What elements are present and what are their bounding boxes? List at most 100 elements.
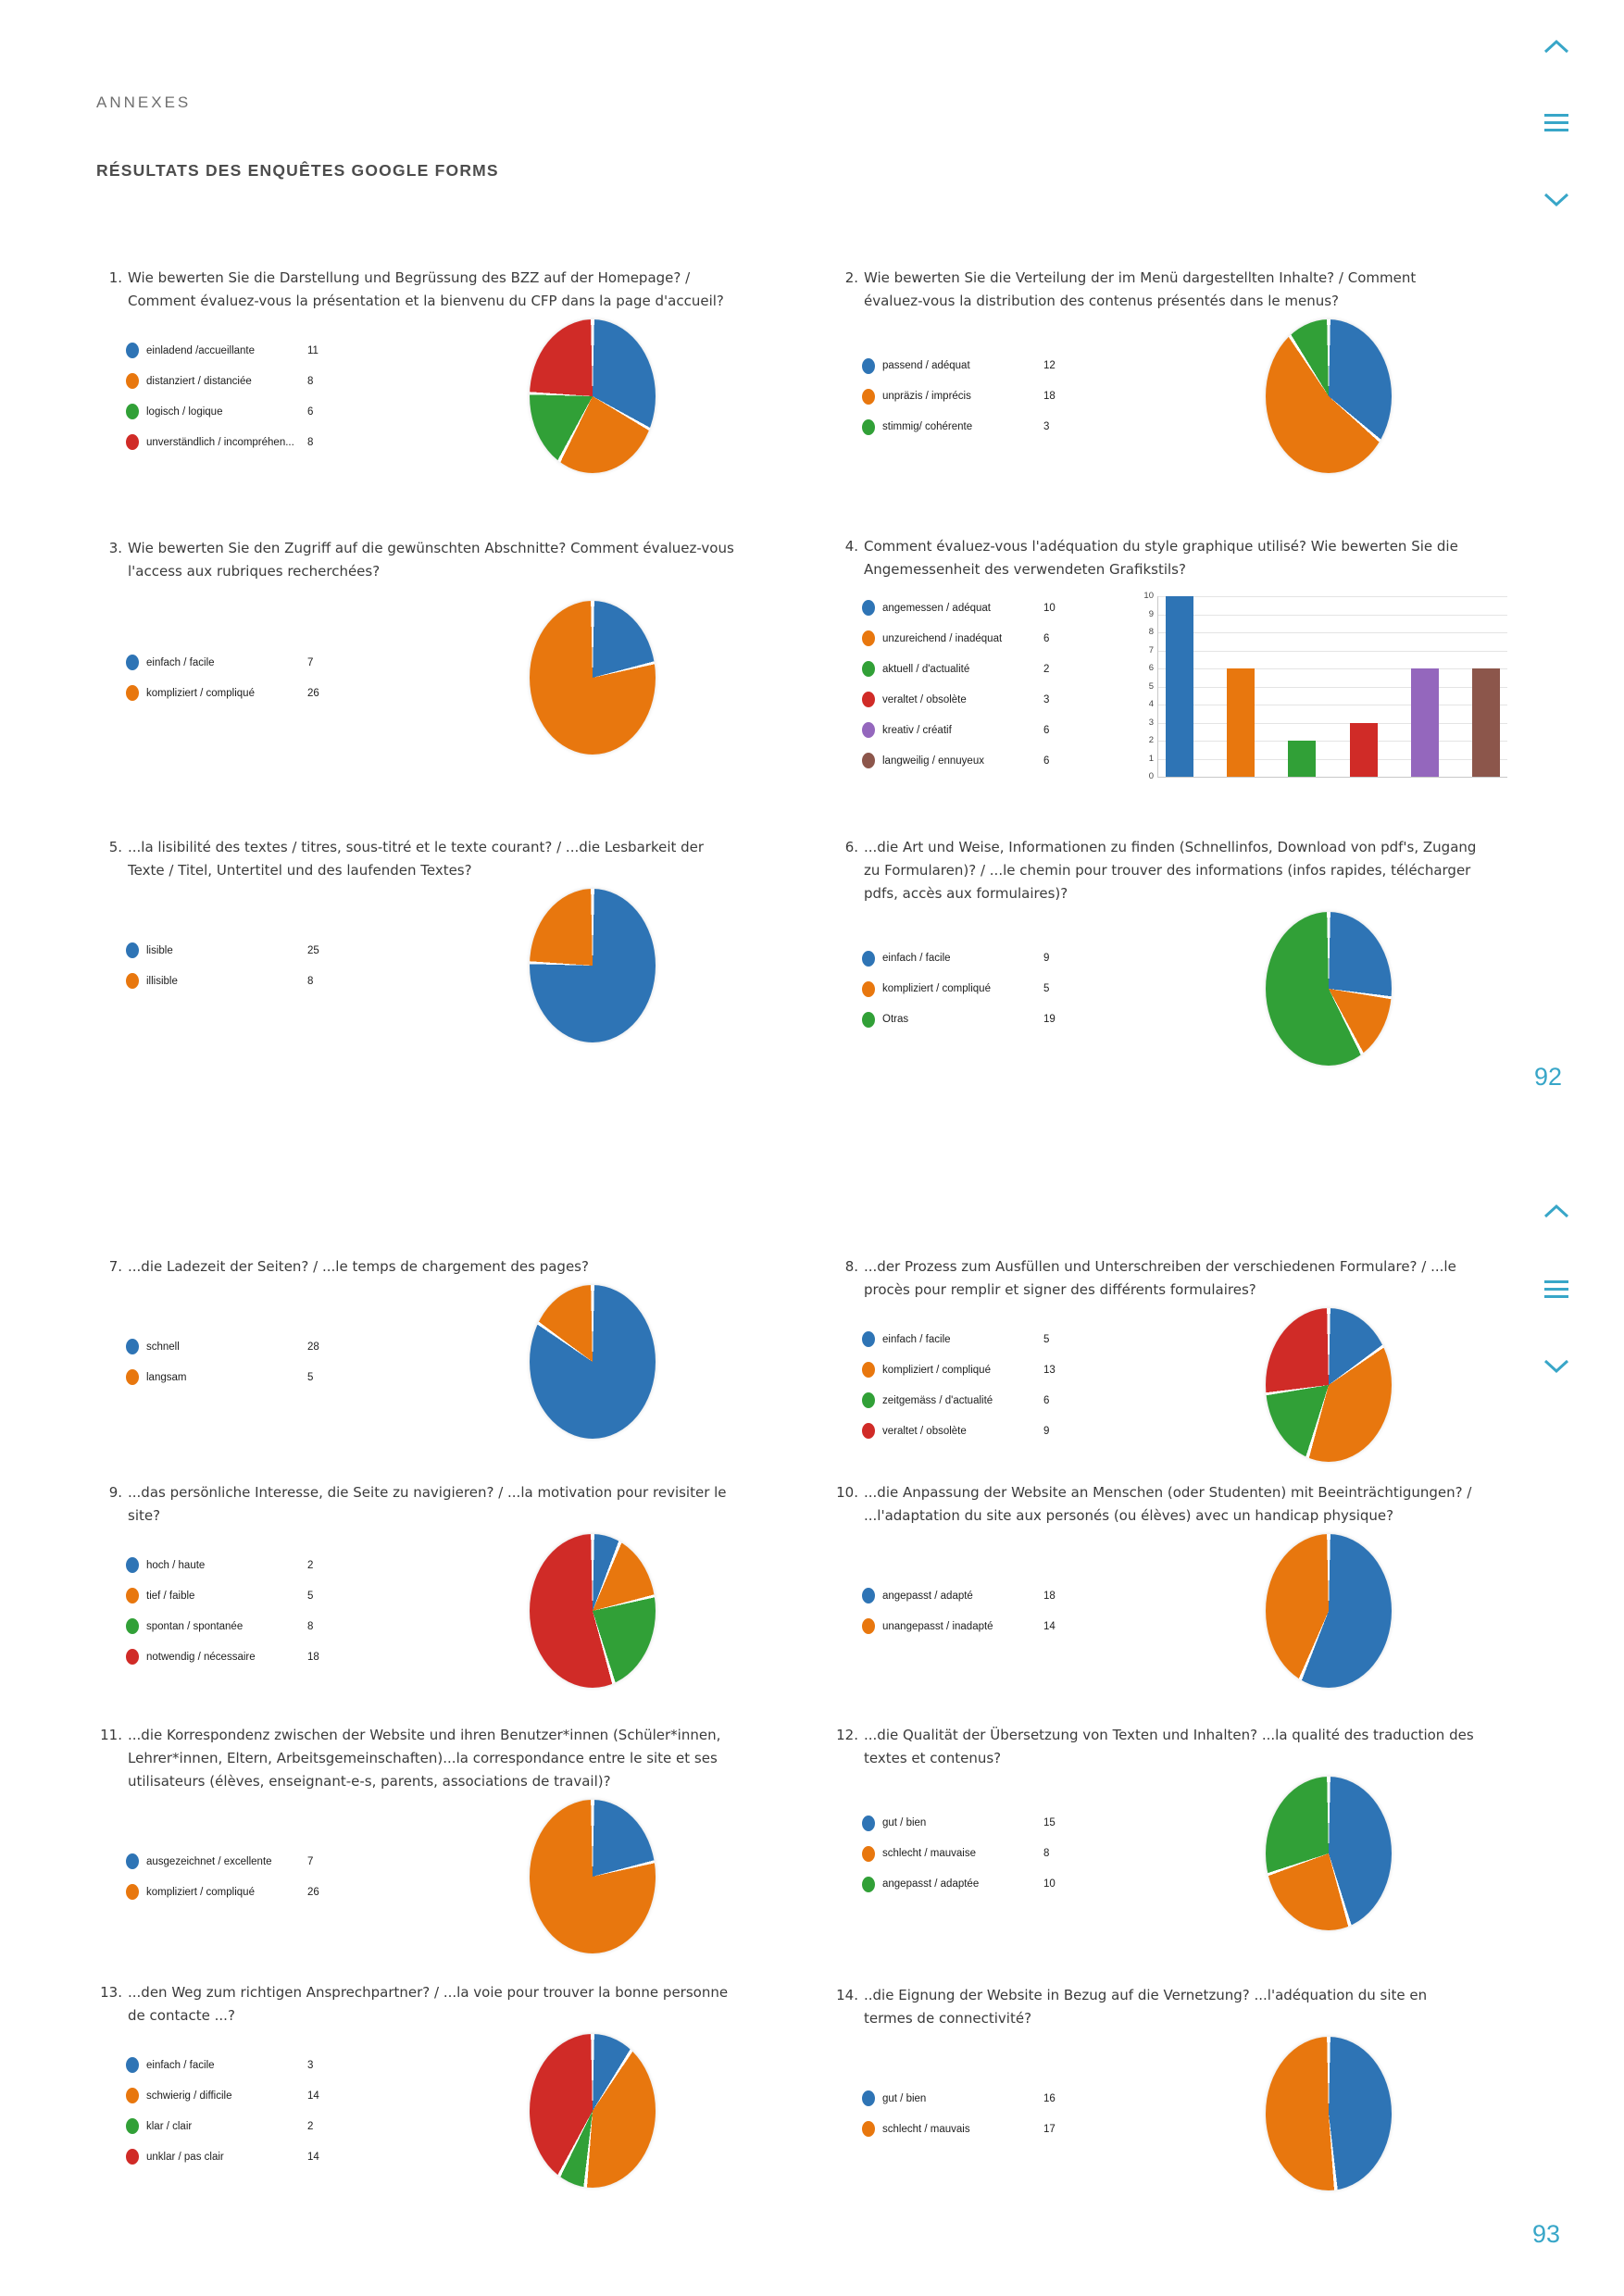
legend-item: langweilig / ennuyeux 6 [862,745,1137,776]
legend-value: 6 [307,406,314,418]
chevron-up-icon[interactable] [1541,1202,1572,1222]
legend-color-dot [862,2090,875,2106]
legend-item: illisible 8 [126,966,468,996]
question-block-14: 14. ..die Eignung der Website in Bezug au… [829,1984,1491,2195]
legend-value: 5 [1043,983,1050,994]
chart-legend: hoch / haute 2 tief / faible 5 spontan / spo… [93,1550,468,1672]
legend-color-dot [126,1649,139,1665]
question-text: Comment évaluez-vous l'adéquation du sty… [864,538,1458,578]
legend-color-dot [126,655,139,670]
legend-label: einladend /accueillante [146,344,256,356]
bar [1349,722,1378,777]
question-block-2: 2. Wie bewerten Sie die Verteilung der im… [829,267,1491,478]
bar [1227,668,1255,777]
pie-chart [1266,912,1392,1066]
gridline [1158,686,1507,688]
question-block-6: 6. ...die Art und Weise, Informationen zu… [829,836,1491,1070]
legend-item: unangepasst / inadapté 14 [862,1611,1204,1641]
pie-chart [1266,319,1392,473]
legend-label: veraltet / obsolète [882,1425,967,1437]
legend-item: aktuell / d'actualité 2 [862,654,1137,684]
question-block-4: 4. Comment évaluez-vous l'adéquation du s… [829,535,1507,785]
legend-color-dot [862,1362,875,1378]
chart-legend: einfach / facile 5 kompliziert / compliqué… [829,1324,1204,1446]
legend-value: 5 [307,1371,314,1383]
legend-label: einfach / facile [882,953,951,964]
y-axis-tick-label: 1 [1148,753,1154,764]
question-text: ...die Korrespondenz zwischen der Websit… [128,1727,721,1790]
legend-value: 14 [307,2151,319,2163]
legend-item: angepasst / adapté 18 [862,1580,1204,1611]
question-block-7: 7. ...die Ladezeit der Seiten? / ...le te… [93,1255,755,1443]
legend-value: 9 [1043,953,1050,964]
y-axis-tick-label: 8 [1148,627,1154,637]
legend-label: unklar / pas clair [146,2151,224,2163]
legend-value: 3 [1043,421,1050,432]
question-text: ...den Weg zum richtigen Ansprechpartner… [128,1984,729,2024]
legend-item: Otras 19 [862,1004,1204,1035]
legend-label: Otras [882,1014,909,1025]
legend-value: 10 [1043,1878,1056,1890]
legend-item: langsam 5 [126,1362,468,1392]
legend-item: kompliziert / compliqué 26 [126,1877,468,1907]
legend-label: kompliziert / compliqué [882,983,991,994]
legend-label: klar / clair [146,2120,193,2132]
legend-label: distanziert / distanciée [146,375,252,387]
pie-chart [1266,2037,1392,2190]
legend-item: schlecht / mauvais 17 [862,2114,1204,2144]
legend-color-dot [862,2121,875,2137]
menu-icon[interactable] [1541,111,1572,131]
legend-color-dot [862,1011,875,1028]
question-text: Wie bewerten Sie den Zugriff auf die gew… [128,540,734,580]
legend-label: schwierig / difficile [146,2090,232,2102]
chevron-up-icon[interactable] [1541,37,1572,57]
legend-value: 14 [1043,1620,1056,1632]
question-block-1: 1. Wie bewerten Sie die Darstellung und B… [93,267,755,478]
gridline [1158,614,1507,616]
legend-label: langweilig / ennuyeux [882,755,984,767]
legend-value: 26 [307,1886,319,1898]
question-text: ...die Anpassung der Website an Menschen… [864,1484,1472,1524]
pie-chart [530,1800,656,1953]
legend-color-dot [126,1853,139,1869]
legend-color-dot [126,373,139,389]
legend-color-dot [126,343,139,358]
legend-item: kompliziert / compliqué 26 [126,678,468,708]
bar [1471,668,1500,777]
legend-color-dot [126,2149,139,2165]
chart [1204,912,1454,1066]
chevron-down-icon[interactable] [1541,189,1572,209]
legend-label: notwendig / nécessaire [146,1651,256,1663]
legend-value: 6 [1043,632,1050,644]
legend-value: 28 [307,1341,319,1353]
legend-value: 9 [1043,1425,1050,1437]
question-number: 1. [108,269,122,286]
legend-color-dot [862,1845,875,1862]
pie-chart [530,601,656,755]
legend-label: schnell [146,1341,180,1353]
legend-item: tief / faible 5 [126,1580,468,1611]
legend-item: ausgezeichnet / excellente 7 [126,1846,468,1877]
chevron-down-icon[interactable] [1541,1355,1572,1376]
legend-label: kompliziert / compliqué [146,687,255,699]
question-number: 5. [108,839,122,855]
legend-color-dot [126,434,139,450]
question-text: Wie bewerten Sie die Darstellung und Beg… [128,269,724,309]
legend-label: einfach / facile [882,1333,951,1345]
menu-icon[interactable] [1541,1278,1572,1298]
chart [1204,1534,1454,1688]
bar [1166,596,1193,777]
legend-label: unangepasst / inadapté [882,1620,993,1632]
legend-value: 7 [307,656,314,668]
legend-color-dot [862,1331,875,1347]
legend-value: 17 [1043,2123,1056,2135]
chart [468,2034,718,2188]
legend-label: gut / bien [882,2092,927,2104]
gridline [1158,650,1507,652]
legend-color-dot [862,1392,875,1408]
legend-label: spontan / spontanée [146,1620,244,1632]
legend-item: schlecht / mauvaise 8 [862,1839,1204,1869]
legend-label: lisible [146,944,173,956]
legend-color-dot [862,630,875,646]
question-number: 9. [108,1484,122,1501]
